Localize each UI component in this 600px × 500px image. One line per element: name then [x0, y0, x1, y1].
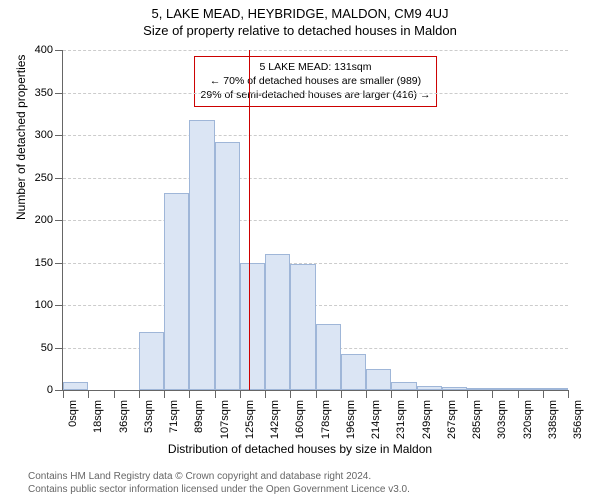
x-tick-label: 267sqm	[446, 400, 458, 439]
plot-area: 5 LAKE MEAD: 131sqm ← 70% of detached ho…	[62, 50, 568, 391]
y-axis-title: Number of detached properties	[14, 55, 28, 220]
x-tick-label: 196sqm	[345, 400, 357, 439]
x-tick	[417, 390, 418, 398]
x-tick	[290, 390, 291, 398]
histogram-bar	[366, 369, 391, 390]
x-tick-label: 89sqm	[193, 400, 205, 433]
x-tick	[189, 390, 190, 398]
x-tick-label: 18sqm	[92, 400, 104, 433]
histogram-bar	[492, 388, 517, 390]
histogram-bar	[316, 324, 341, 390]
grid-line	[63, 305, 568, 306]
histogram-bar	[518, 388, 543, 390]
y-tick-label: 150	[35, 257, 63, 269]
x-tick	[240, 390, 241, 398]
footer-line-2: Contains public sector information licen…	[28, 483, 410, 496]
x-tick	[341, 390, 342, 398]
histogram-bar	[240, 263, 265, 391]
y-tick-label: 100	[35, 299, 63, 311]
x-tick	[215, 390, 216, 398]
chart-title-main: 5, LAKE MEAD, HEYBRIDGE, MALDON, CM9 4UJ	[0, 0, 600, 21]
y-tick-label: 0	[47, 384, 63, 396]
x-tick-label: 285sqm	[471, 400, 483, 439]
grid-line	[63, 263, 568, 264]
x-axis-title: Distribution of detached houses by size …	[0, 442, 600, 456]
x-tick	[467, 390, 468, 398]
histogram-bar	[63, 382, 88, 391]
y-tick-label: 50	[41, 342, 63, 354]
histogram-bar	[164, 193, 189, 390]
x-tick	[568, 390, 569, 398]
x-tick	[442, 390, 443, 398]
x-tick-label: 356sqm	[572, 400, 584, 439]
grid-line	[63, 220, 568, 221]
x-tick-label: 125sqm	[244, 400, 256, 439]
grid-line	[63, 178, 568, 179]
histogram-bar	[341, 354, 366, 390]
histogram-bar	[417, 386, 442, 390]
histogram-bar	[215, 142, 240, 390]
x-tick-label: 231sqm	[395, 400, 407, 439]
x-tick-label: 249sqm	[421, 400, 433, 439]
histogram-bar	[265, 254, 290, 390]
x-tick-label: 107sqm	[219, 400, 231, 439]
y-tick-label: 300	[35, 129, 63, 141]
x-tick-label: 320sqm	[522, 400, 534, 439]
x-tick-label: 53sqm	[143, 400, 155, 433]
grid-line	[63, 50, 568, 51]
x-tick-label: 142sqm	[269, 400, 281, 439]
y-tick-label: 400	[35, 44, 63, 56]
x-tick-label: 178sqm	[320, 400, 332, 439]
x-tick	[139, 390, 140, 398]
grid-line	[63, 93, 568, 94]
x-tick	[391, 390, 392, 398]
histogram-bar	[391, 382, 416, 391]
x-tick-label: 303sqm	[496, 400, 508, 439]
histogram-bar	[290, 264, 315, 390]
x-tick	[114, 390, 115, 398]
y-tick-label: 250	[35, 172, 63, 184]
y-tick-label: 350	[35, 87, 63, 99]
x-tick-label: 71sqm	[168, 400, 180, 433]
x-tick	[164, 390, 165, 398]
x-tick	[543, 390, 544, 398]
grid-line	[63, 135, 568, 136]
chart-container: 5, LAKE MEAD, HEYBRIDGE, MALDON, CM9 4UJ…	[0, 0, 600, 500]
callout-line-1: 5 LAKE MEAD: 131sqm	[201, 60, 431, 74]
footer-line-1: Contains HM Land Registry data © Crown c…	[28, 470, 410, 483]
x-tick	[88, 390, 89, 398]
x-tick	[316, 390, 317, 398]
x-tick	[265, 390, 266, 398]
callout-box: 5 LAKE MEAD: 131sqm ← 70% of detached ho…	[194, 56, 438, 107]
histogram-bar	[543, 388, 568, 390]
histogram-bar	[139, 332, 164, 390]
callout-line-3: 29% of semi-detached houses are larger (…	[201, 88, 431, 102]
chart-title-sub: Size of property relative to detached ho…	[0, 21, 600, 38]
callout-line-2: ← 70% of detached houses are smaller (98…	[201, 74, 431, 88]
footer-attribution: Contains HM Land Registry data © Crown c…	[28, 470, 410, 496]
x-tick-label: 338sqm	[547, 400, 559, 439]
x-tick-label: 36sqm	[118, 400, 130, 433]
histogram-bar	[467, 388, 492, 390]
x-tick-label: 0sqm	[67, 400, 79, 427]
x-tick	[518, 390, 519, 398]
x-tick	[63, 390, 64, 398]
histogram-bar	[442, 387, 467, 390]
y-tick-label: 200	[35, 214, 63, 226]
marker-line	[249, 50, 250, 390]
x-tick-label: 214sqm	[370, 400, 382, 439]
x-tick-label: 160sqm	[294, 400, 306, 439]
x-tick	[492, 390, 493, 398]
histogram-bar	[189, 120, 214, 390]
x-tick	[366, 390, 367, 398]
